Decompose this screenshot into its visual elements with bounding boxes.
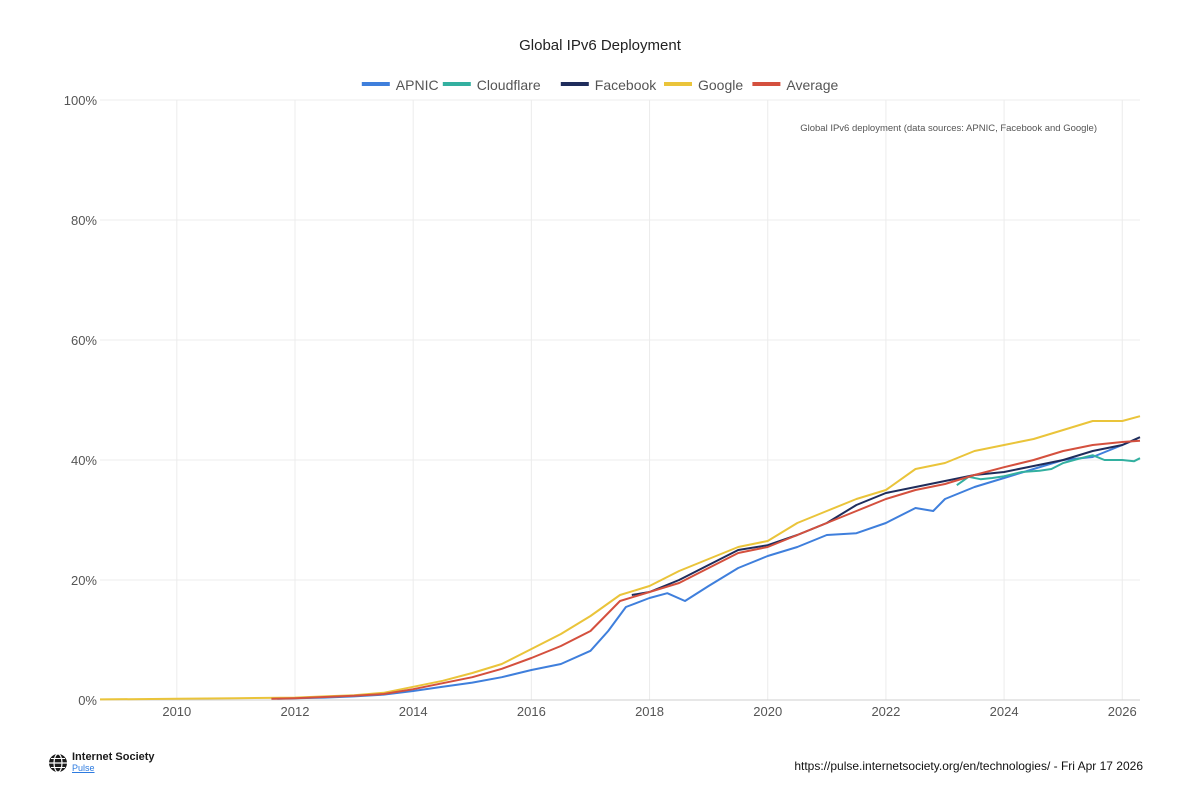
series-line-cloudflare [956, 454, 1141, 487]
series-line-average [271, 439, 1141, 700]
x-tick-label: 2024 [990, 704, 1019, 719]
chart-title: Global IPv6 Deployment [519, 37, 682, 54]
x-tick-label: 2012 [281, 704, 310, 719]
legend-item-average[interactable]: Average [786, 77, 838, 93]
x-tick-label: 2018 [635, 704, 664, 719]
legend-item-cloudflare[interactable]: Cloudflare [477, 77, 541, 93]
legend-item-facebook[interactable]: Facebook [595, 77, 657, 93]
x-tick-label: 2020 [753, 704, 782, 719]
y-tick-label: 40% [71, 453, 97, 468]
y-tick-label: 0% [78, 693, 97, 708]
x-tick-label: 2026 [1108, 704, 1137, 719]
x-tick-label: 2014 [399, 704, 428, 719]
y-tick-label: 60% [71, 333, 97, 348]
y-tick-label: 80% [71, 213, 97, 228]
series-line-apnic [277, 438, 1138, 700]
x-tick-label: 2022 [871, 704, 900, 719]
globe-icon [49, 753, 67, 773]
series-line-google [99, 415, 1141, 701]
legend-item-apnic[interactable]: APNIC [396, 77, 439, 93]
logo-name: Internet Society [72, 751, 155, 763]
x-tick-label: 2016 [517, 704, 546, 719]
footer-url: https://pulse.internetsociety.org/en/tec… [794, 759, 1143, 773]
logo-pulse-link[interactable]: Pulse [72, 763, 95, 773]
y-tick-label: 20% [71, 573, 97, 588]
chart-annotation: Global IPv6 deployment (data sources: AP… [800, 123, 1097, 134]
x-tick-label: 2010 [162, 704, 191, 719]
series-line-facebook [631, 436, 1141, 596]
internet-society-logo[interactable]: Internet Society Pulse [48, 752, 155, 774]
legend-item-google[interactable]: Google [698, 77, 743, 93]
y-tick-label: 100% [64, 93, 98, 108]
